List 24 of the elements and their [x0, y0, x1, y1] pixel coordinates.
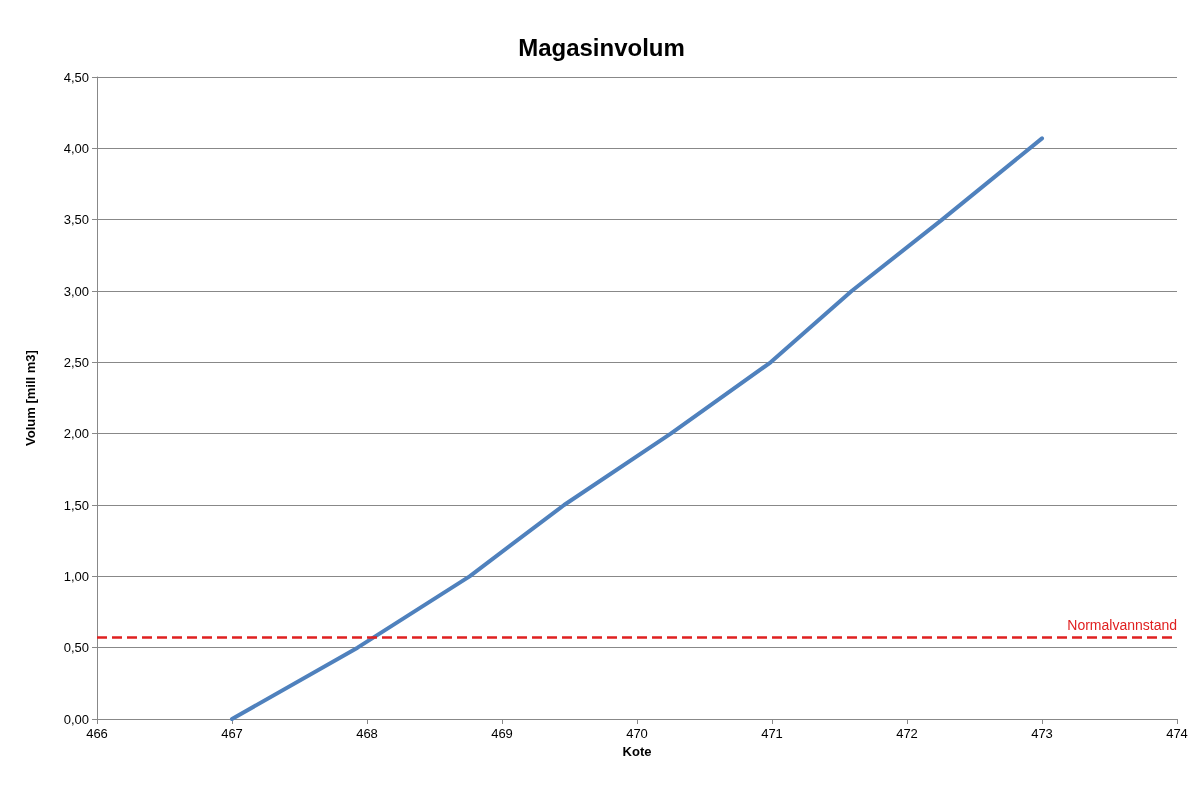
x-tick-label: 467 [221, 726, 243, 741]
y-tick-label: 4,00 [63, 140, 89, 156]
y-tick-label: 2,00 [63, 426, 89, 442]
y-tick-label: 0,50 [63, 640, 89, 656]
line-series [230, 136, 1044, 721]
x-tick-label: 471 [761, 726, 783, 741]
y-tick-label: 1,50 [63, 497, 89, 513]
chart-title: Magasinvolum [518, 33, 685, 61]
y-tick-label: 0,00 [63, 711, 89, 727]
x-axis-title: Kote [622, 743, 652, 759]
y-tick-label: 3,50 [63, 212, 89, 228]
ref-line-label: Normalvannstand [1067, 616, 1177, 633]
x-tick-label: 472 [896, 726, 918, 741]
y-tick-label: 2,50 [63, 354, 89, 370]
y-tick-label: 1,00 [63, 568, 89, 584]
x-tick-label: 468 [356, 726, 378, 741]
x-tick-label: 466 [86, 726, 108, 741]
y-axis-title: Volum [mill m3] [23, 350, 38, 446]
x-tick-label: 469 [491, 726, 513, 741]
y-tick-label: 3,00 [63, 283, 89, 299]
x-tick-label: 473 [1031, 726, 1053, 741]
x-tick-label: 474 [1166, 726, 1188, 741]
y-tick-label: 4,50 [63, 69, 89, 85]
x-tick-label: 470 [626, 726, 648, 741]
